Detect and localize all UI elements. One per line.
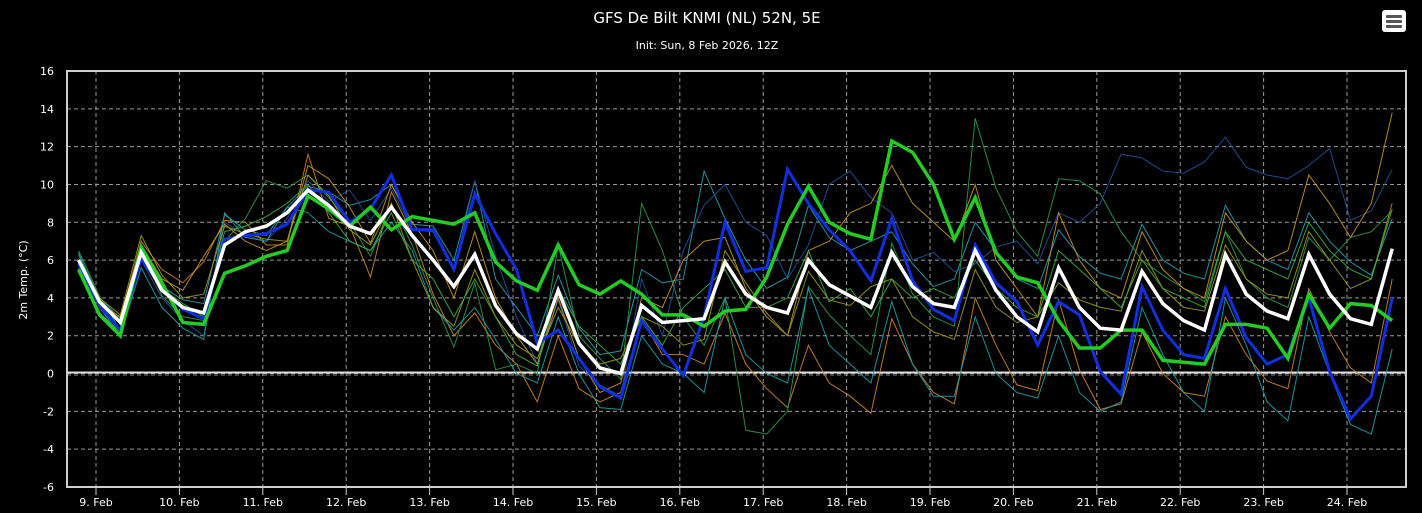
y-tick-label: 16 xyxy=(40,65,54,78)
x-tick-label: 22. Feb xyxy=(1160,496,1200,509)
x-tick-label: 19. Feb xyxy=(910,496,950,509)
series-line-operational xyxy=(77,138,1394,366)
series-line-member-a xyxy=(78,169,1393,356)
y-tick-label: 14 xyxy=(40,103,54,116)
x-tick-label: 18. Feb xyxy=(826,496,866,509)
x-tick-label: 14. Feb xyxy=(493,496,533,509)
y-tick-label: 12 xyxy=(40,141,54,154)
series-lines xyxy=(77,112,1394,435)
y-tick-label: -6 xyxy=(43,481,54,494)
x-tick-label: 13. Feb xyxy=(409,496,449,509)
y-tick-label: -4 xyxy=(43,443,54,456)
y-tick-label: 0 xyxy=(47,368,54,381)
y-tick-label: 6 xyxy=(47,254,54,267)
y-tick-label: -2 xyxy=(43,405,54,418)
grid xyxy=(67,71,1406,487)
y-tick-label: 10 xyxy=(40,178,54,191)
x-tick-label: 20. Feb xyxy=(993,496,1033,509)
series-line-member-f xyxy=(78,206,1393,435)
y-tick-label: 8 xyxy=(47,216,54,229)
x-tick-label: 15. Feb xyxy=(576,496,616,509)
x-tick-label: 21. Feb xyxy=(1077,496,1117,509)
x-tick-label: 17. Feb xyxy=(743,496,783,509)
x-axis-ticks: 9. Feb 10. Feb 11. Feb 12. Feb 13. Feb 14. Fe… xyxy=(79,487,1367,509)
x-tick-label: 12. Feb xyxy=(326,496,366,509)
x-tick-label: 9. Feb xyxy=(79,496,112,509)
y-tick-label: 4 xyxy=(47,292,54,305)
series-line-ensemble-mean xyxy=(77,187,1394,376)
plot-border xyxy=(66,70,1407,488)
series-line-member-h xyxy=(78,183,1393,367)
chart-subtitle: Init: Sun, 8 Feb 2026, 12Z xyxy=(636,39,779,52)
hamburger-menu-icon-bar xyxy=(1386,20,1402,23)
y-axis-ticks: -6 -4 -2 0 2 4 6 8 10 12 14 16 xyxy=(40,65,54,494)
chart-title: GFS De Bilt KNMI (NL) 52N, 5E xyxy=(593,9,820,27)
x-tick-label: 24. Feb xyxy=(1327,496,1367,509)
chart-menu-button[interactable] xyxy=(1382,10,1406,32)
x-tick-label: 16. Feb xyxy=(660,496,700,509)
hamburger-menu-icon xyxy=(1386,15,1402,18)
hamburger-menu-icon-bar xyxy=(1386,25,1402,28)
series-line-member-b xyxy=(78,152,1393,415)
x-tick-label: 10. Feb xyxy=(159,496,199,509)
series-line-control xyxy=(77,165,1394,422)
series-line-member-c xyxy=(78,118,1393,435)
x-tick-label: 23. Feb xyxy=(1243,496,1283,509)
y-axis-label: 2m Temp. (°C) xyxy=(17,240,30,319)
y-tick-label: 2 xyxy=(47,330,54,343)
x-tick-label: 11. Feb xyxy=(243,496,283,509)
